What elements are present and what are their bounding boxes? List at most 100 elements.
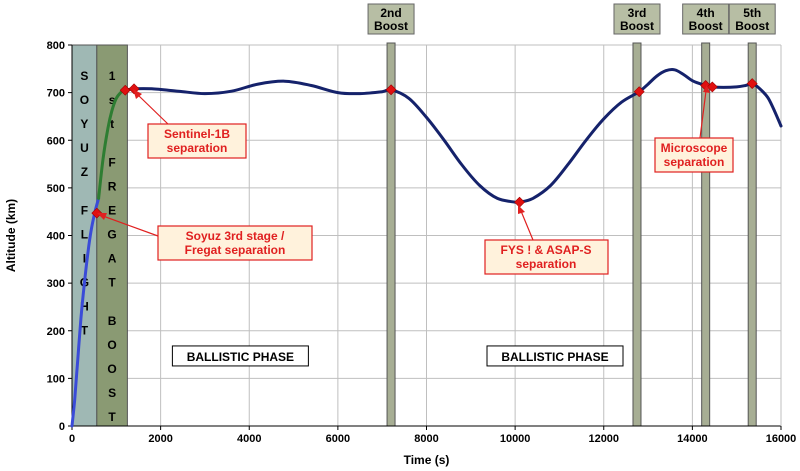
x-tick-label-2: 4000	[237, 433, 261, 445]
callout-sentinel-line2: separation	[167, 141, 228, 155]
boost-label-box-2	[682, 3, 730, 35]
callout-microscope: Microscope separation	[654, 85, 734, 173]
phase-label-1-char-1: s	[109, 93, 116, 107]
phase-label-1-char-11: B	[108, 314, 117, 328]
boost-label-line2-1: Boost	[620, 19, 654, 33]
x-tick-label-5: 10000	[500, 433, 531, 445]
phase-label-0-char-6: F	[81, 203, 88, 217]
callout-microscope-line1: Microscope	[661, 141, 728, 155]
phase-label-1-char-6: E	[108, 203, 116, 217]
boost-label-line2-2: Boost	[689, 19, 723, 33]
callout-fregat-box	[157, 225, 313, 261]
phase-label-0-char-1: O	[80, 93, 89, 107]
phase-label-1-char-5: R	[108, 179, 117, 193]
event-markers	[91, 78, 758, 219]
callout-microscope-box	[654, 137, 734, 173]
callout-sentinel-line1: Sentinel-1B	[164, 127, 230, 141]
phase-label-1-char-4: F	[108, 155, 115, 169]
phase-label-1-char-2: t	[110, 117, 114, 131]
ballistic-label-box-1	[486, 345, 624, 367]
x-tick-label-4: 8000	[414, 433, 438, 445]
callout-microscope-arrowhead	[703, 85, 710, 93]
event-marker-0	[91, 207, 103, 219]
annotations: Sentinel-1B separation Soyuz 3rd stage /…	[97, 85, 734, 275]
boost-bar-0	[386, 42, 396, 427]
event-marker-5	[633, 86, 645, 98]
event-marker-4	[514, 196, 525, 208]
x-tick-label-7: 14000	[677, 433, 708, 445]
axes: 0 2000 4000 6000 8000 10000 12000 14000 16000 0 10…	[4, 40, 796, 467]
boost-bar-2	[701, 42, 711, 427]
y-tick-label-4: 400	[47, 231, 65, 243]
callout-fregat-separation: Soyuz 3rd stage / Fregat separation	[97, 213, 313, 261]
phase-label-0-char-3: U	[80, 141, 89, 155]
boost-label-box-1	[613, 3, 661, 35]
boost-label-line2-3: Boost	[735, 19, 769, 33]
callout-fregat-line2: Fregat separation	[185, 243, 286, 257]
y-axis-title: Altitude (km)	[4, 199, 18, 272]
y-tick-label-5: 500	[47, 183, 65, 195]
y-tick-label-0: 0	[59, 421, 65, 433]
callout-sentinel-box	[147, 123, 247, 159]
boost-label-line1-1: 3rd	[628, 6, 647, 20]
phase-label-0-char-4: Z	[81, 165, 88, 179]
phase-label-0-char-11: T	[81, 323, 89, 337]
boost-bar-1	[632, 42, 642, 427]
event-marker-3	[385, 84, 397, 96]
phase-label-1-char-13: O	[107, 362, 116, 376]
callout-microscope-line2: separation	[664, 155, 725, 169]
boost-label-box-0	[367, 3, 415, 35]
phase-label-1-char-14: S	[108, 386, 116, 400]
callout-sentinel-1b: Sentinel-1B separation	[133, 89, 247, 159]
phase-label-0-char-2: Y	[80, 117, 88, 131]
ballistic-label-box-0	[171, 345, 309, 367]
y-tick-label-1: 100	[47, 373, 65, 385]
phase-label-0-char-0: S	[80, 69, 88, 83]
boost-label-line2-0: Boost	[374, 19, 408, 33]
x-tick-label-6: 12000	[588, 433, 619, 445]
phase-label-0-char-7: L	[81, 227, 88, 241]
y-tick-label-7: 700	[47, 88, 65, 100]
y-tick-label-8: 800	[47, 40, 65, 52]
boost-label-line1-2: 4th	[697, 6, 715, 20]
callout-fys-arrowhead	[518, 205, 525, 214]
callout-fys-line2: separation	[516, 257, 577, 271]
callout-fregat-line1: Soyuz 3rd stage /	[186, 229, 285, 243]
boost-label-line1-3: 5th	[743, 6, 761, 20]
callout-fys-leader	[520, 210, 534, 241]
callout-sentinel-leader	[137, 94, 171, 127]
phase-label-1-char-8: A	[108, 251, 117, 265]
x-tick-label-1: 2000	[148, 433, 172, 445]
ballistic-label-0: BALLISTIC PHASE	[187, 350, 294, 364]
phase-label-0-char-10: H	[80, 299, 89, 313]
phase-label-1-char-9: T	[108, 275, 116, 289]
callout-fregat-leader	[102, 215, 159, 237]
callout-sentinel-arrowhead	[133, 89, 142, 99]
callout-fys-box	[484, 239, 609, 275]
callout-fys-asap: FYS ! & ASAP-S separation	[484, 205, 609, 275]
boost-label-box-3	[728, 3, 776, 35]
event-marker-1	[119, 84, 131, 96]
phase-label-0-char-8: I	[83, 251, 86, 265]
callout-fregat-arrowhead	[97, 213, 107, 220]
y-tick-label-6: 600	[47, 135, 65, 147]
boost-markers: 2ndBoost3rdBoost4thBoost5thBoostBALLISTI…	[171, 3, 776, 427]
ballistic-label-1: BALLISTIC PHASE	[501, 350, 608, 364]
boost-bar-3	[747, 42, 757, 427]
event-marker-7	[706, 81, 718, 93]
callout-microscope-leader	[699, 90, 707, 139]
phase-label-1-char-0: 1	[109, 69, 116, 83]
x-axis-title: Time (s)	[404, 453, 450, 467]
phase-label-1-char-12: O	[107, 338, 116, 352]
x-tick-label-3: 6000	[326, 433, 350, 445]
grid	[71, 44, 782, 427]
x-tick-label-0: 0	[69, 433, 75, 445]
phase-label-1-char-7: G	[107, 227, 116, 241]
event-marker-8	[746, 78, 758, 90]
series-line-soyuz-ascent	[70, 196, 101, 428]
x-tick-label-8: 16000	[766, 433, 797, 445]
boost-label-line1-0: 2nd	[380, 6, 401, 20]
y-tick-label-2: 200	[47, 326, 65, 338]
